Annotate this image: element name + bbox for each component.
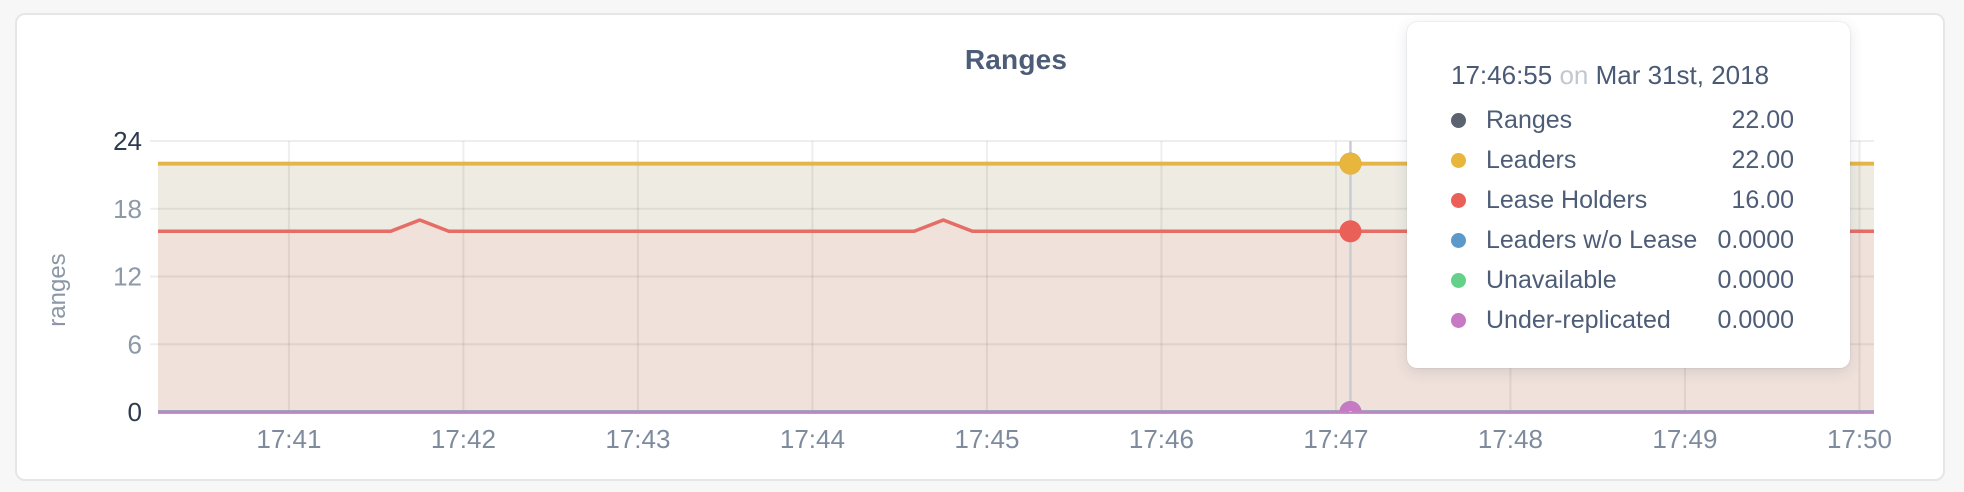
series-line-lease-holders <box>158 218 1874 234</box>
tooltip-series-value: 0.0000 <box>1717 305 1794 334</box>
tooltip-rows: Ranges 22.00 Leaders 22.00 Lease Holders 16.0… <box>1451 100 1794 340</box>
x-tick-label: 17:42 <box>431 424 496 454</box>
tooltip-series-value: 22.00 <box>1731 105 1794 134</box>
y-tick-label: 24 <box>113 126 142 156</box>
x-tick-label: 17:43 <box>605 424 670 454</box>
hover-dot-lease-holders <box>1339 220 1362 243</box>
y-tick-label: 18 <box>113 194 142 224</box>
y-tick-label: 0 <box>128 397 142 427</box>
tooltip-row: Unavailable 0.0000 <box>1451 260 1794 300</box>
chart-title: Ranges <box>964 44 1068 75</box>
tooltip-row: Leaders w/o Lease 0.0000 <box>1451 220 1794 260</box>
tooltip-row: Leaders 22.00 <box>1451 140 1794 180</box>
x-tick-label: 17:41 <box>256 424 321 454</box>
tooltip-row: Lease Holders 16.00 <box>1451 180 1794 220</box>
series-color-dot-icon <box>1451 112 1466 128</box>
hover-dot-leaders <box>1339 152 1362 175</box>
tooltip-series-value: 22.00 <box>1731 145 1794 174</box>
y-axis-title: ranges <box>44 253 71 327</box>
x-tick-label: 17:46 <box>1129 424 1194 454</box>
y-tick-label: 6 <box>128 329 142 359</box>
hover-dot-under-replicated <box>1339 401 1362 411</box>
tooltip-series-value: 0.0000 <box>1717 265 1794 294</box>
tooltip-series-value: 16.00 <box>1731 185 1794 214</box>
series-color-dot-icon <box>1451 232 1466 248</box>
x-tick-label: 17:44 <box>780 424 845 454</box>
tooltip-row: Ranges 22.00 <box>1451 100 1794 140</box>
x-tick-label: 17:47 <box>1303 424 1368 454</box>
tooltip-header: 17:46:55 on Mar 31st, 2018 <box>1451 60 1794 91</box>
series-color-dot-icon <box>1451 192 1466 208</box>
tooltip-series-label: Unavailable <box>1486 265 1617 294</box>
tooltip-row: Under-replicated 0.0000 <box>1451 300 1794 340</box>
x-tick-label: 17:48 <box>1478 424 1543 454</box>
series-color-dot-icon <box>1451 312 1466 328</box>
tooltip-on-word: on <box>1559 60 1589 90</box>
hover-tooltip: 17:46:55 on Mar 31st, 2018 Ranges 22.00 Le… <box>1407 22 1850 368</box>
tooltip-series-label: Leaders w/o Lease <box>1486 225 1698 254</box>
tooltip-series-label: Leaders <box>1486 145 1577 174</box>
x-tick-label: 17:49 <box>1652 424 1717 454</box>
x-tick-label: 17:50 <box>1827 424 1892 454</box>
tooltip-series-label: Under-replicated <box>1486 305 1671 334</box>
series-color-dot-icon <box>1451 152 1466 168</box>
tooltip-series-label: Lease Holders <box>1486 185 1648 214</box>
y-tick-label: 12 <box>113 262 142 292</box>
hover-dots <box>1339 152 1362 411</box>
tooltip-time: 17:46:55 <box>1451 60 1553 90</box>
series-color-dot-icon <box>1451 272 1466 288</box>
x-tick-label: 17:45 <box>954 424 1019 454</box>
tooltip-date: Mar 31st, 2018 <box>1595 60 1770 90</box>
tooltip-series-value: 0.0000 <box>1717 225 1794 254</box>
tooltip-series-label: Ranges <box>1486 105 1573 134</box>
